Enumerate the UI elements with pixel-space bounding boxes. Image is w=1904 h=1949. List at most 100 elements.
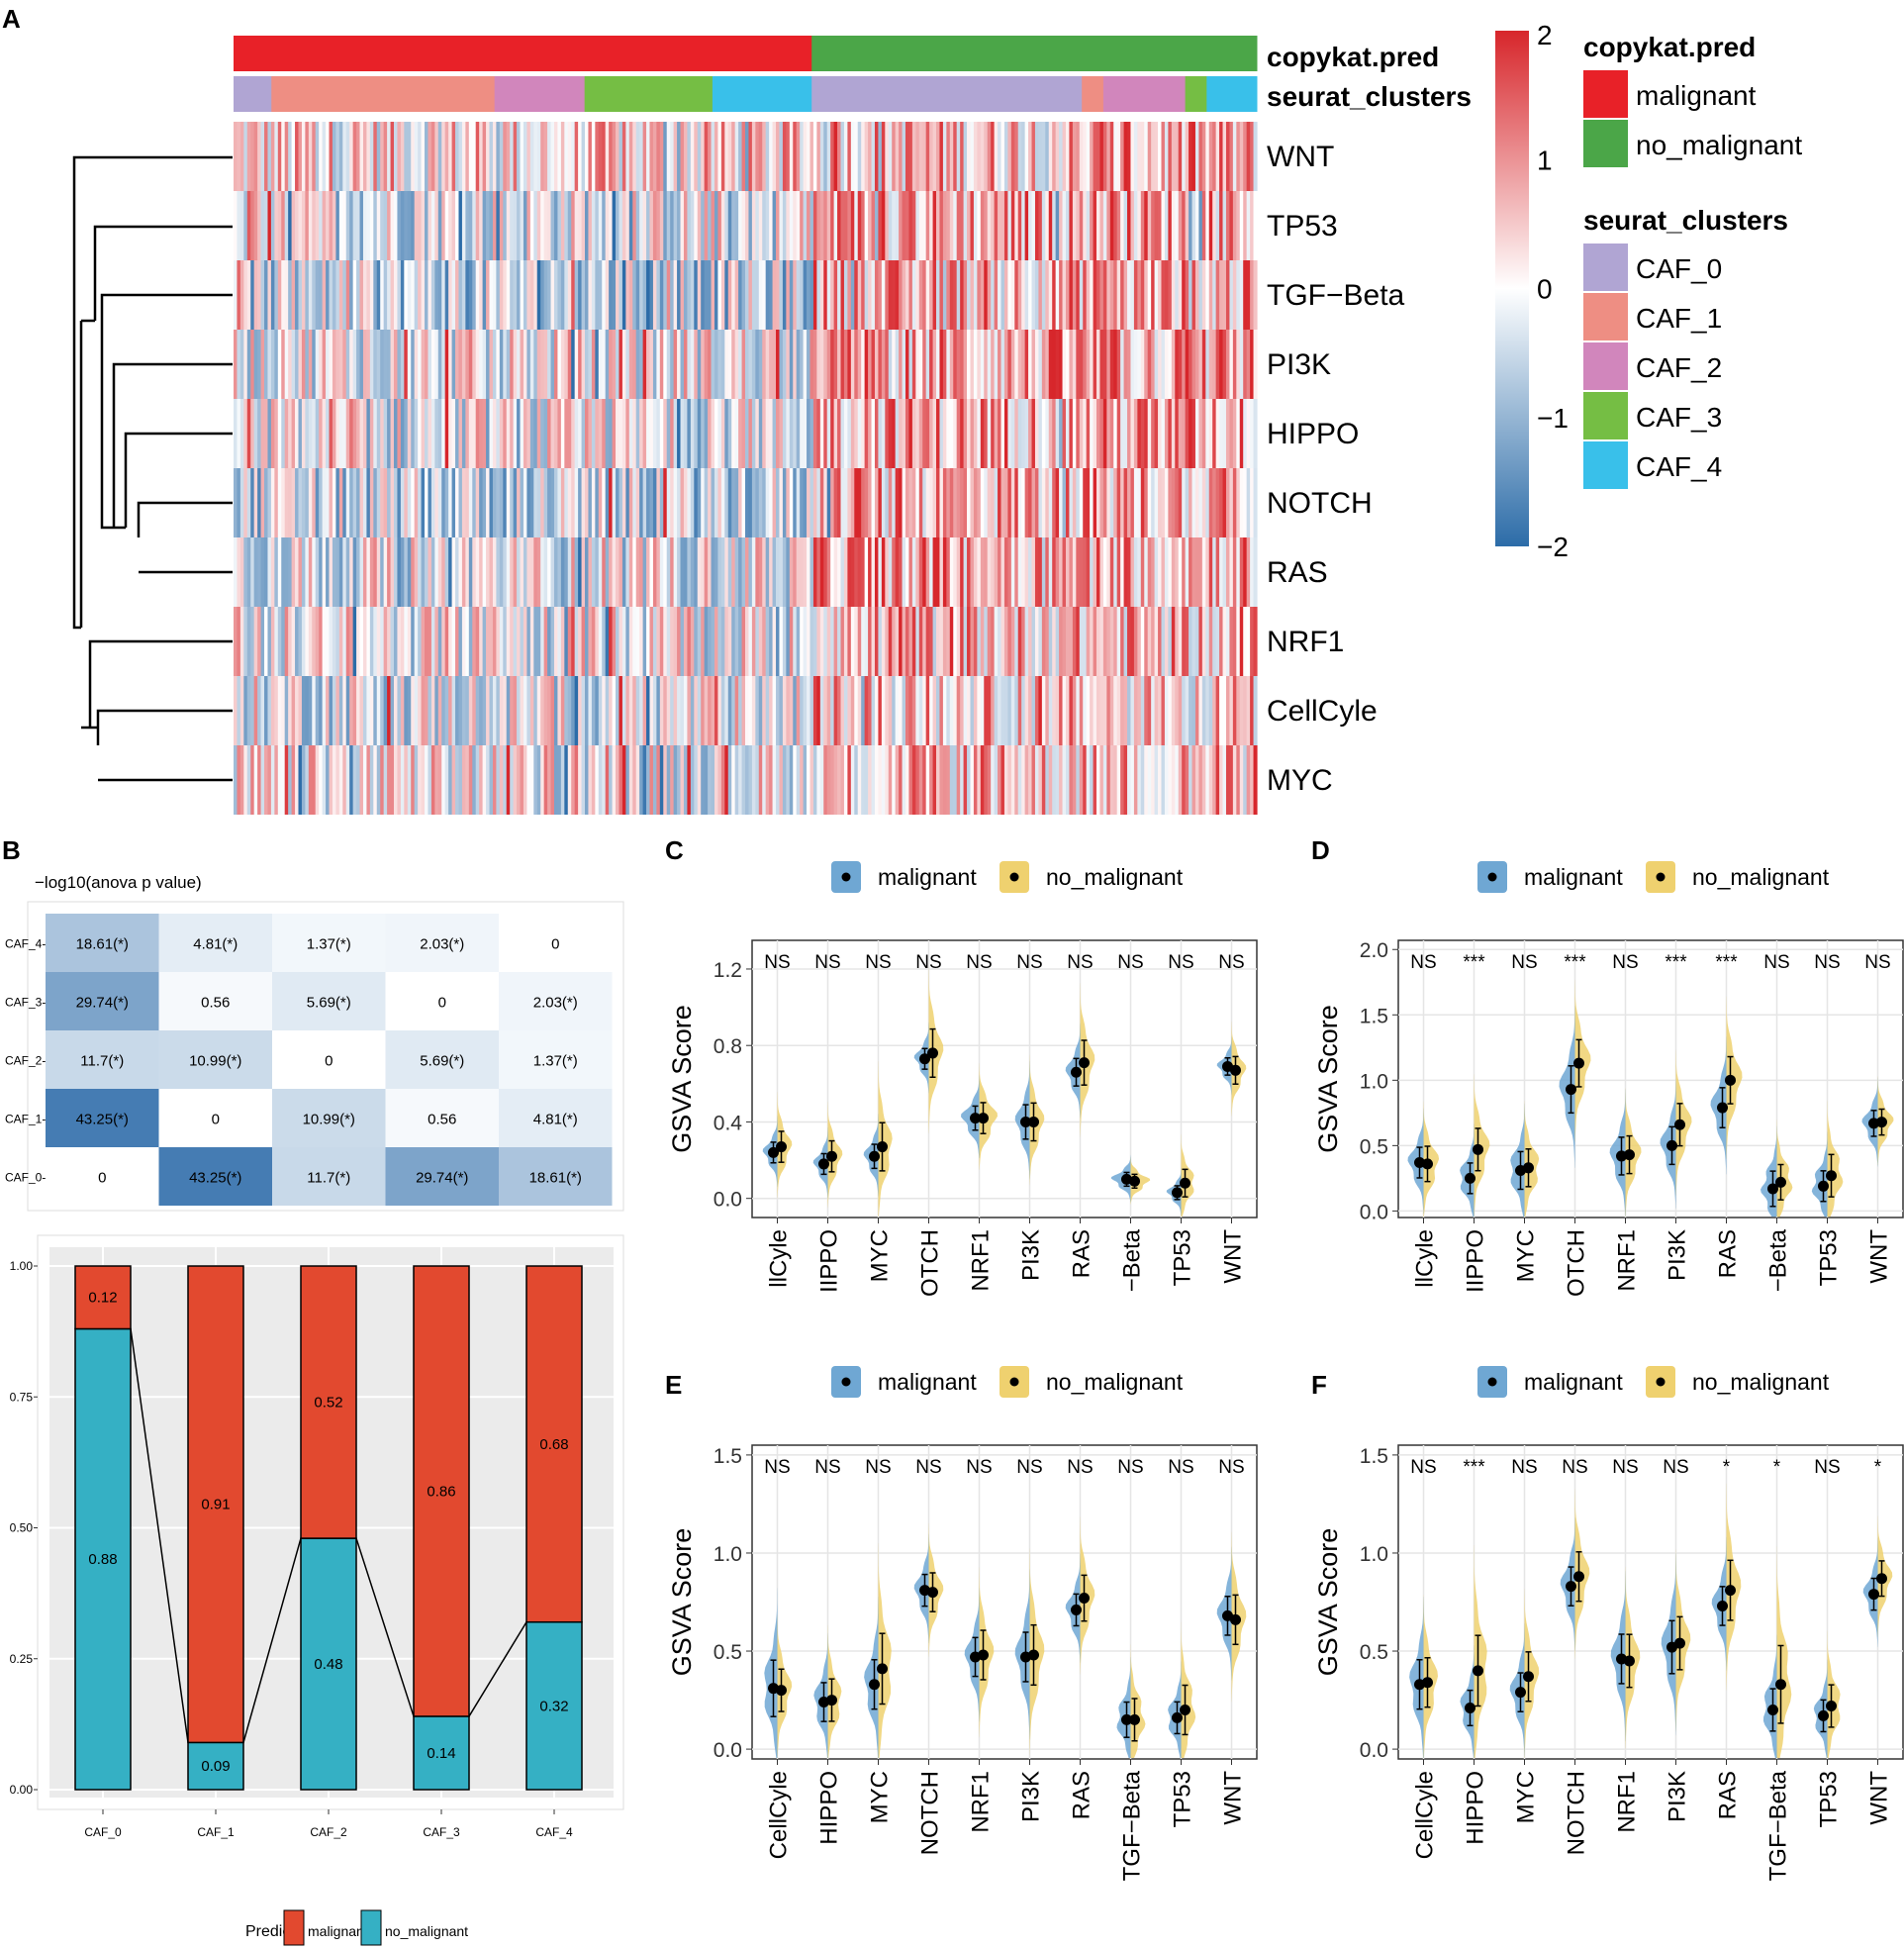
heatmap-cell bbox=[434, 122, 439, 191]
heatmap-cell bbox=[602, 537, 607, 607]
anova-cell-value: 4.81(*) bbox=[533, 1112, 578, 1128]
heatmap-cell bbox=[288, 330, 293, 399]
heatmap-cell bbox=[1161, 468, 1166, 537]
heatmap-cell bbox=[1191, 330, 1196, 399]
heatmap-cell bbox=[776, 745, 781, 815]
heatmap-cell bbox=[1239, 468, 1244, 537]
heatmap-cell bbox=[942, 122, 947, 191]
heatmap-cell bbox=[932, 676, 937, 745]
heatmap-cell bbox=[793, 537, 798, 607]
heatmap-cell bbox=[305, 676, 310, 745]
heatmap-cell bbox=[1229, 191, 1234, 260]
heatmap-cell bbox=[301, 330, 306, 399]
anova-cell bbox=[499, 914, 613, 972]
heatmap-cell bbox=[305, 607, 310, 676]
heatmap-cell bbox=[1059, 399, 1064, 468]
heatmap-cell bbox=[444, 330, 449, 399]
heatmap-cell bbox=[918, 260, 923, 330]
significance-label: NS bbox=[814, 1457, 840, 1478]
heatmap-cell bbox=[359, 260, 364, 330]
heatmap-cell bbox=[861, 745, 866, 815]
heatmap-cell bbox=[812, 122, 817, 191]
heatmap-cell bbox=[1086, 330, 1091, 399]
heatmap-cell bbox=[994, 468, 999, 537]
heatmap-cell bbox=[553, 122, 559, 191]
heatmap-cell bbox=[1062, 260, 1067, 330]
heatmap-cell bbox=[411, 399, 416, 468]
heatmap-cell bbox=[1205, 676, 1210, 745]
heatmap-cell bbox=[234, 745, 238, 815]
heatmap-cell bbox=[1059, 676, 1064, 745]
heatmap-cell bbox=[857, 330, 862, 399]
heatmap-cell bbox=[373, 745, 378, 815]
heatmap-cell bbox=[359, 607, 364, 676]
heatmap-cell bbox=[444, 122, 449, 191]
heatmap-cell bbox=[298, 330, 303, 399]
heatmap-cell bbox=[352, 122, 357, 191]
heatmap-cell bbox=[878, 676, 883, 745]
heatmap-cell bbox=[520, 191, 524, 260]
heatmap-cell bbox=[960, 607, 965, 676]
heatmap-cell bbox=[581, 537, 586, 607]
heatmap-cell bbox=[704, 468, 709, 537]
heatmap-cell bbox=[987, 468, 992, 537]
mean-point bbox=[877, 1141, 888, 1153]
heatmap-cell bbox=[690, 260, 695, 330]
heatmap-cell bbox=[711, 745, 715, 815]
heatmap-cell bbox=[823, 607, 828, 676]
heatmap-cell bbox=[936, 122, 941, 191]
heatmap-cell bbox=[425, 537, 429, 607]
heatmap-cell bbox=[1236, 468, 1241, 537]
heatmap-cell bbox=[479, 468, 484, 537]
heatmap-cell bbox=[663, 607, 668, 676]
heatmap-cell bbox=[526, 399, 531, 468]
heatmap-cell bbox=[1208, 537, 1213, 607]
significance-label: *** bbox=[1715, 952, 1738, 973]
heatmap-cell bbox=[762, 399, 767, 468]
x-tick-label: PI3K bbox=[1018, 1771, 1045, 1822]
color-scale-tick: −1 bbox=[1537, 403, 1569, 434]
heatmap-cell bbox=[991, 260, 996, 330]
heatmap-cell bbox=[301, 399, 306, 468]
y-axis-title: GSVA Score bbox=[1313, 1528, 1343, 1677]
heatmap-cell bbox=[458, 745, 463, 815]
x-tick-label: WNT bbox=[1220, 1229, 1247, 1284]
heatmap-cell bbox=[609, 122, 614, 191]
heatmap-cell bbox=[400, 330, 405, 399]
heatmap-cell bbox=[967, 330, 972, 399]
heatmap-cell bbox=[1109, 745, 1114, 815]
heatmap-cell bbox=[929, 676, 934, 745]
heatmap-cell bbox=[642, 468, 647, 537]
heatmap-cell bbox=[673, 676, 678, 745]
heatmap-cell bbox=[819, 468, 824, 537]
heatmap-cell bbox=[288, 676, 293, 745]
heatmap-cell bbox=[1208, 745, 1213, 815]
heatmap-cell bbox=[571, 676, 576, 745]
heatmap-cell bbox=[1229, 399, 1234, 468]
x-tick-label: CAF_1 bbox=[197, 1825, 235, 1839]
heatmap-cell bbox=[359, 468, 364, 537]
heatmap-cell bbox=[571, 191, 576, 260]
heatmap-cell bbox=[465, 399, 470, 468]
heatmap-cell bbox=[902, 122, 906, 191]
heatmap-cell bbox=[1010, 676, 1015, 745]
heatmap-cell bbox=[253, 607, 258, 676]
heatmap-cell bbox=[1083, 468, 1088, 537]
heatmap-cell bbox=[510, 191, 515, 260]
heatmap-cell bbox=[714, 745, 719, 815]
heatmap-cell bbox=[1106, 537, 1111, 607]
heatmap-cell bbox=[1175, 399, 1180, 468]
heatmap-cell bbox=[479, 330, 484, 399]
heatmap-cell bbox=[892, 330, 897, 399]
heatmap-cell bbox=[960, 191, 965, 260]
heatmap-cell bbox=[1028, 676, 1033, 745]
significance-label: NS bbox=[1168, 1457, 1193, 1478]
heatmap-cell bbox=[885, 191, 890, 260]
heatmap-cell bbox=[503, 191, 508, 260]
heatmap-cell bbox=[717, 330, 722, 399]
heatmap-cell bbox=[639, 676, 644, 745]
heatmap-cell bbox=[1140, 191, 1145, 260]
mean-point bbox=[1573, 1571, 1584, 1583]
heatmap-cell bbox=[1041, 676, 1046, 745]
bar-label-malignant: 0.52 bbox=[314, 1395, 342, 1412]
